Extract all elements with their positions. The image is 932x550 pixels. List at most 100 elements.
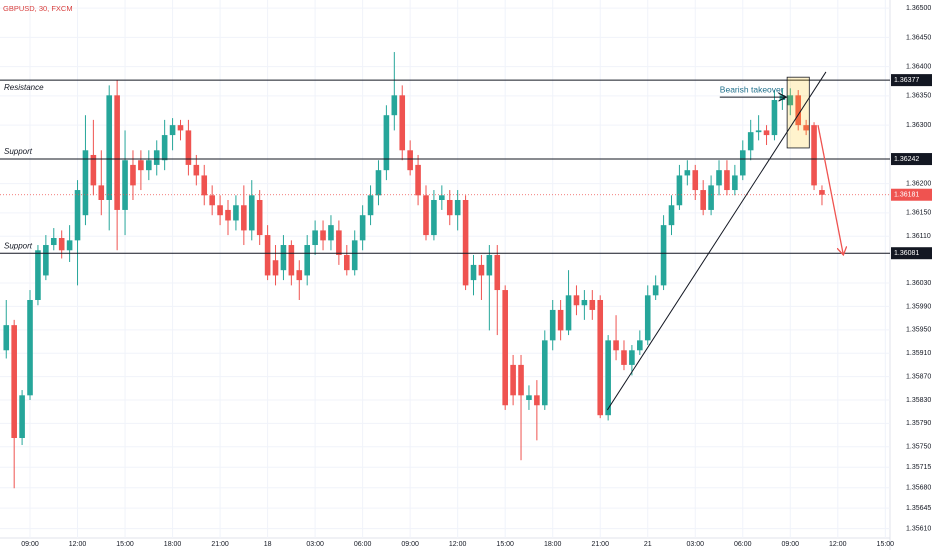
price-label: 1.36242 — [894, 156, 919, 163]
candle-body — [58, 238, 65, 251]
candle-body — [50, 238, 57, 246]
candle-body — [161, 135, 168, 161]
candle-body — [106, 95, 113, 200]
candle-body — [502, 290, 508, 406]
candle-body — [138, 160, 144, 171]
candle-body — [375, 170, 382, 196]
candle-body — [755, 130, 762, 133]
candle-body — [359, 215, 366, 241]
x-tick-label: 09:00 — [21, 541, 39, 548]
y-tick-label: 1.35990 — [906, 303, 931, 310]
y-tick-label: 1.36150 — [906, 210, 931, 217]
x-tick-label: 12:00 — [449, 541, 467, 548]
candle-body — [716, 170, 722, 186]
price-label: 1.36377 — [894, 77, 919, 84]
x-tick-label: 09:00 — [782, 541, 800, 548]
candle-body — [668, 205, 675, 226]
candle-body — [288, 245, 295, 276]
candle-body — [146, 160, 152, 171]
candle-body — [510, 364, 516, 396]
last-price-label: 1.36181 — [894, 192, 919, 199]
x-tick-label: 15:00 — [496, 541, 514, 548]
candle-body — [787, 95, 794, 106]
x-tick-label: 06:00 — [734, 541, 752, 548]
candle-body — [225, 209, 231, 221]
candle-body — [241, 205, 247, 231]
candle-body — [169, 125, 176, 136]
level-label: Resistance — [4, 83, 44, 92]
candle-body — [11, 325, 17, 439]
candle-body — [233, 205, 239, 221]
candle-body — [35, 250, 41, 300]
candle-body — [217, 205, 223, 216]
candle-body — [557, 309, 564, 331]
candle-body — [27, 299, 33, 396]
y-tick-label: 1.35870 — [906, 373, 931, 380]
candle-body — [747, 132, 754, 151]
candle-body — [431, 199, 437, 236]
candle-body — [565, 295, 572, 331]
x-tick-label: 03:00 — [686, 541, 704, 548]
y-tick-label: 1.35610 — [906, 525, 931, 532]
candle-body — [185, 130, 192, 165]
annotation-text: Bearish takeover — [720, 84, 784, 94]
candle-body — [407, 150, 413, 171]
x-tick-label: 18:00 — [544, 541, 562, 548]
y-tick-label: 1.36200 — [906, 180, 931, 187]
candle-body — [478, 264, 485, 276]
candle-body — [177, 125, 184, 131]
candle-body — [82, 150, 89, 216]
candle-body — [280, 245, 287, 271]
overlays — [0, 71, 890, 411]
candle-body — [399, 95, 406, 151]
candle-body — [19, 395, 25, 439]
price-label-box — [891, 74, 932, 87]
x-tick-label: 21:00 — [591, 541, 609, 548]
candle-body — [613, 340, 619, 351]
candle-body — [209, 195, 215, 206]
candle-body — [534, 395, 540, 406]
x-tick-label: 18:00 — [164, 541, 182, 548]
candle-body — [803, 125, 809, 131]
y-tick-label: 1.36450 — [906, 34, 931, 41]
y-tick-label: 1.35790 — [906, 420, 931, 427]
chart-title: GBPUSD, 30, FXCM — [3, 4, 73, 13]
y-tick-label: 1.35750 — [906, 444, 931, 451]
forecast-arrow — [817, 125, 843, 255]
price-label-box — [891, 247, 932, 260]
last-price-box — [891, 188, 932, 201]
candle-body — [454, 199, 461, 216]
candle-body — [320, 230, 326, 241]
candle-body — [644, 295, 651, 341]
candle-body — [264, 235, 271, 276]
level-label: Support — [4, 241, 33, 250]
candle-body — [526, 395, 532, 400]
candle-body — [74, 190, 81, 241]
price-label: 1.36081 — [894, 250, 919, 257]
y-tick-label: 1.36500 — [906, 5, 931, 12]
candle-body — [90, 154, 97, 186]
candle-body — [272, 260, 279, 276]
candle-body — [541, 340, 548, 406]
candle-body — [637, 340, 643, 351]
candle-body — [771, 99, 778, 136]
candle-body — [367, 195, 374, 216]
candle-body — [629, 350, 635, 365]
y-tick-label: 1.36110 — [906, 233, 931, 240]
candle-body — [684, 170, 691, 176]
candle-body — [811, 125, 817, 186]
candle-body — [43, 245, 49, 276]
candle-body — [446, 199, 453, 216]
candle-body — [122, 160, 128, 210]
candle-body — [423, 195, 429, 236]
candle-body — [153, 150, 160, 165]
y-tick-label: 1.36350 — [906, 93, 931, 100]
x-tick-label: 18 — [264, 541, 272, 548]
y-tick-label: 1.35830 — [906, 397, 931, 404]
candle-body — [605, 340, 611, 416]
candle-body — [462, 199, 469, 286]
candle-body — [795, 95, 802, 126]
y-tick-label: 1.35680 — [906, 485, 931, 492]
candle-body — [486, 254, 493, 276]
